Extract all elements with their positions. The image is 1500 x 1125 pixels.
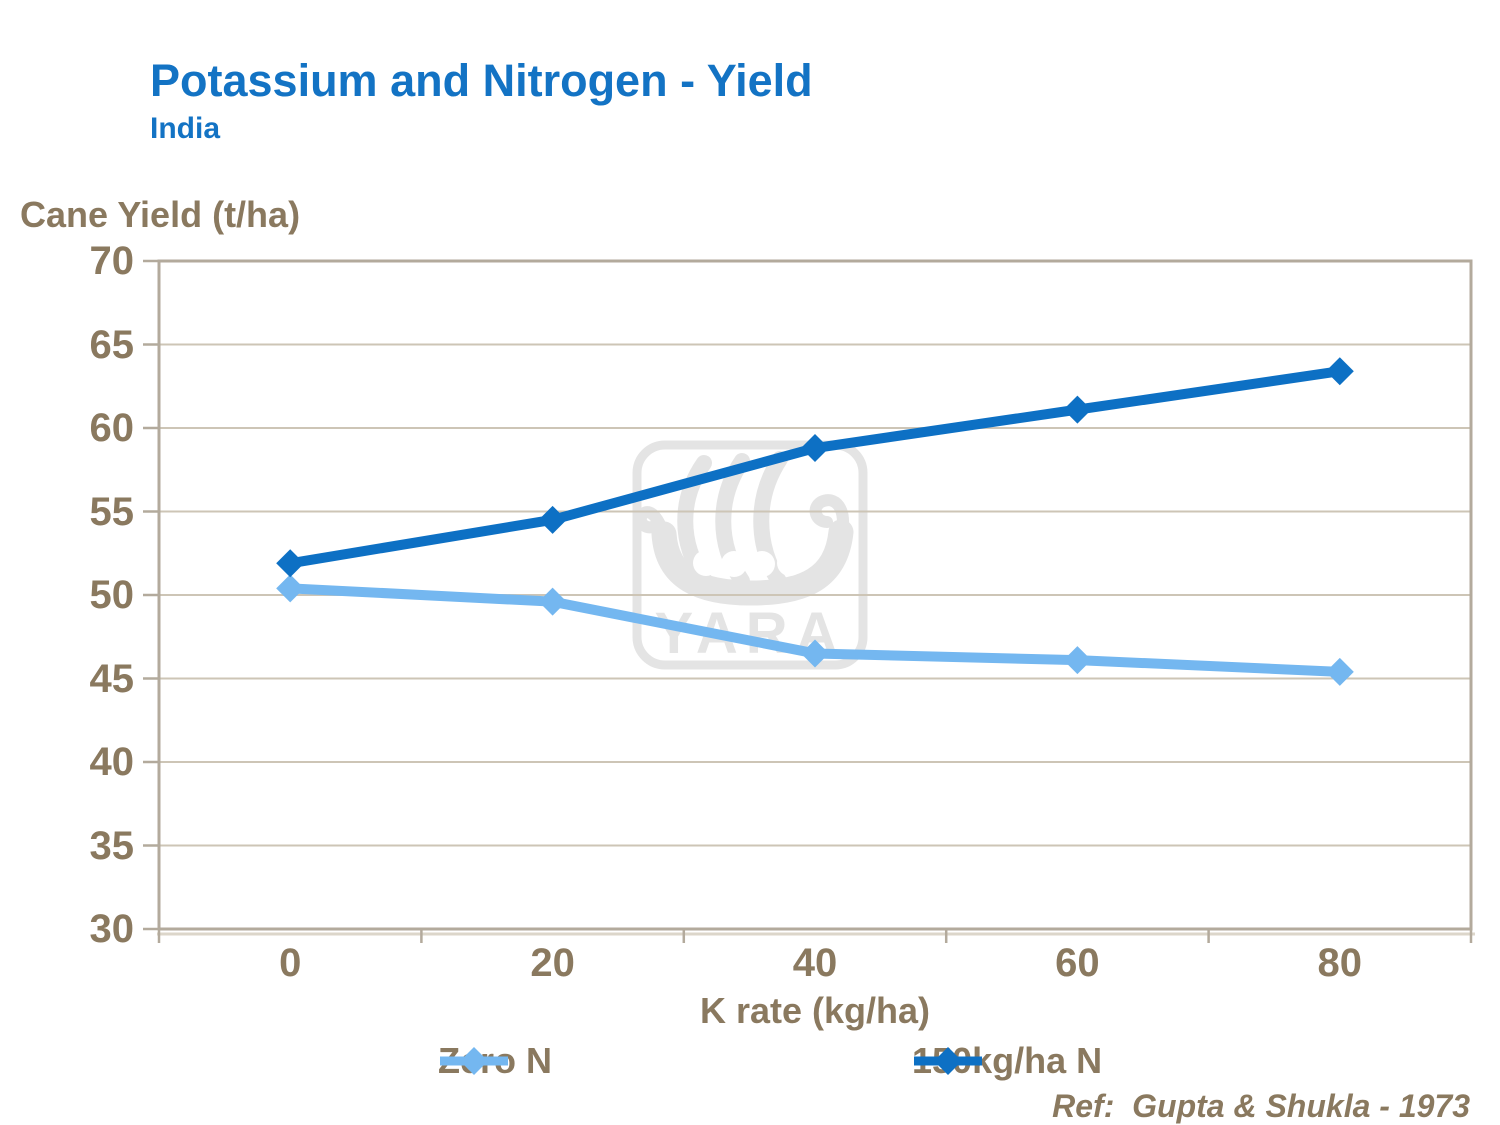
data-point-marker — [538, 587, 567, 616]
data-point-marker — [1063, 395, 1092, 424]
legend-marker-150kg-n-icon — [914, 1047, 982, 1075]
legend-marker-zero-n-icon — [440, 1047, 508, 1075]
page-subtitle: India — [150, 112, 221, 145]
viking-ship-icon — [634, 494, 854, 606]
data-point-marker — [276, 549, 305, 578]
y-tick-label: 40 — [89, 740, 135, 784]
x-axis-title: K rate (kg/ha) — [699, 990, 931, 1031]
data-point-marker — [801, 434, 829, 463]
x-tick-label: 0 — [279, 941, 302, 985]
data-point-marker — [538, 505, 567, 534]
x-tick-label: 80 — [1317, 941, 1363, 985]
data-point-marker — [801, 639, 829, 668]
legend-item-150kg-n: 150kg/ha N — [912, 1038, 1102, 1084]
watermark-border — [632, 440, 868, 670]
data-point-marker — [1063, 646, 1092, 675]
y-tick-label: 55 — [89, 489, 135, 534]
y-tick-label: 30 — [89, 907, 135, 951]
page-title: Potassium and Nitrogen - Yield — [150, 55, 813, 106]
x-tick-label: 20 — [530, 941, 575, 985]
y-tick-label: 60 — [89, 406, 135, 450]
yara-logo-watermark: YARA — [632, 440, 868, 670]
x-tick-label: 40 — [792, 941, 838, 985]
x-tick-label: 60 — [1055, 941, 1100, 985]
y-tick-label: 50 — [89, 573, 135, 617]
y-tick-label: 35 — [89, 823, 135, 868]
series-line-1 — [285, 366, 1345, 569]
y-tick-label: 65 — [89, 322, 135, 367]
y-tick-label: 70 — [89, 239, 135, 283]
y-tick-label: 45 — [89, 656, 135, 701]
reference-citation: Ref: Gupta & Shukla - 1973 — [1052, 1088, 1470, 1124]
data-point-marker — [1325, 357, 1354, 386]
data-point-marker — [1325, 657, 1354, 686]
data-point-marker — [276, 574, 305, 603]
y-axis-title: Cane Yield (t/ha) — [20, 194, 301, 235]
legend-item-zero-n: Zero N — [438, 1038, 552, 1084]
